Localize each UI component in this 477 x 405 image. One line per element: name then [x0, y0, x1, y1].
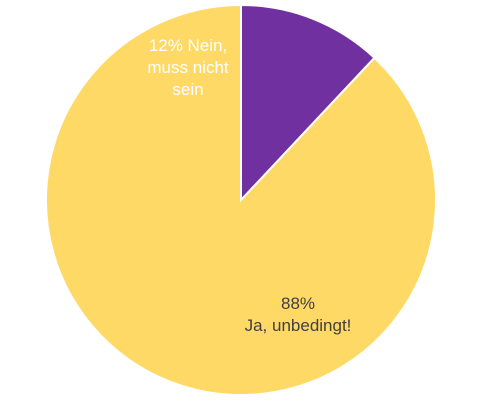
pie-slice-label-line: 88% — [281, 294, 315, 313]
pie-slice-label-0: 12% Nein, muss nicht sein — [147, 36, 229, 99]
pie-slice-0 — [240, 3, 376, 203]
pie-slice-1 — [45, 3, 437, 396]
pie-slice-label-line: sein — [172, 80, 203, 99]
pie-slice-label-1: 88% Ja, unbedingt! — [245, 294, 352, 335]
pie-slice-label-line: muss nicht — [147, 58, 229, 77]
pie-slice-label-line: 12% Nein, — [149, 36, 227, 55]
pie-slice-label-line: Ja, unbedingt! — [245, 316, 352, 335]
